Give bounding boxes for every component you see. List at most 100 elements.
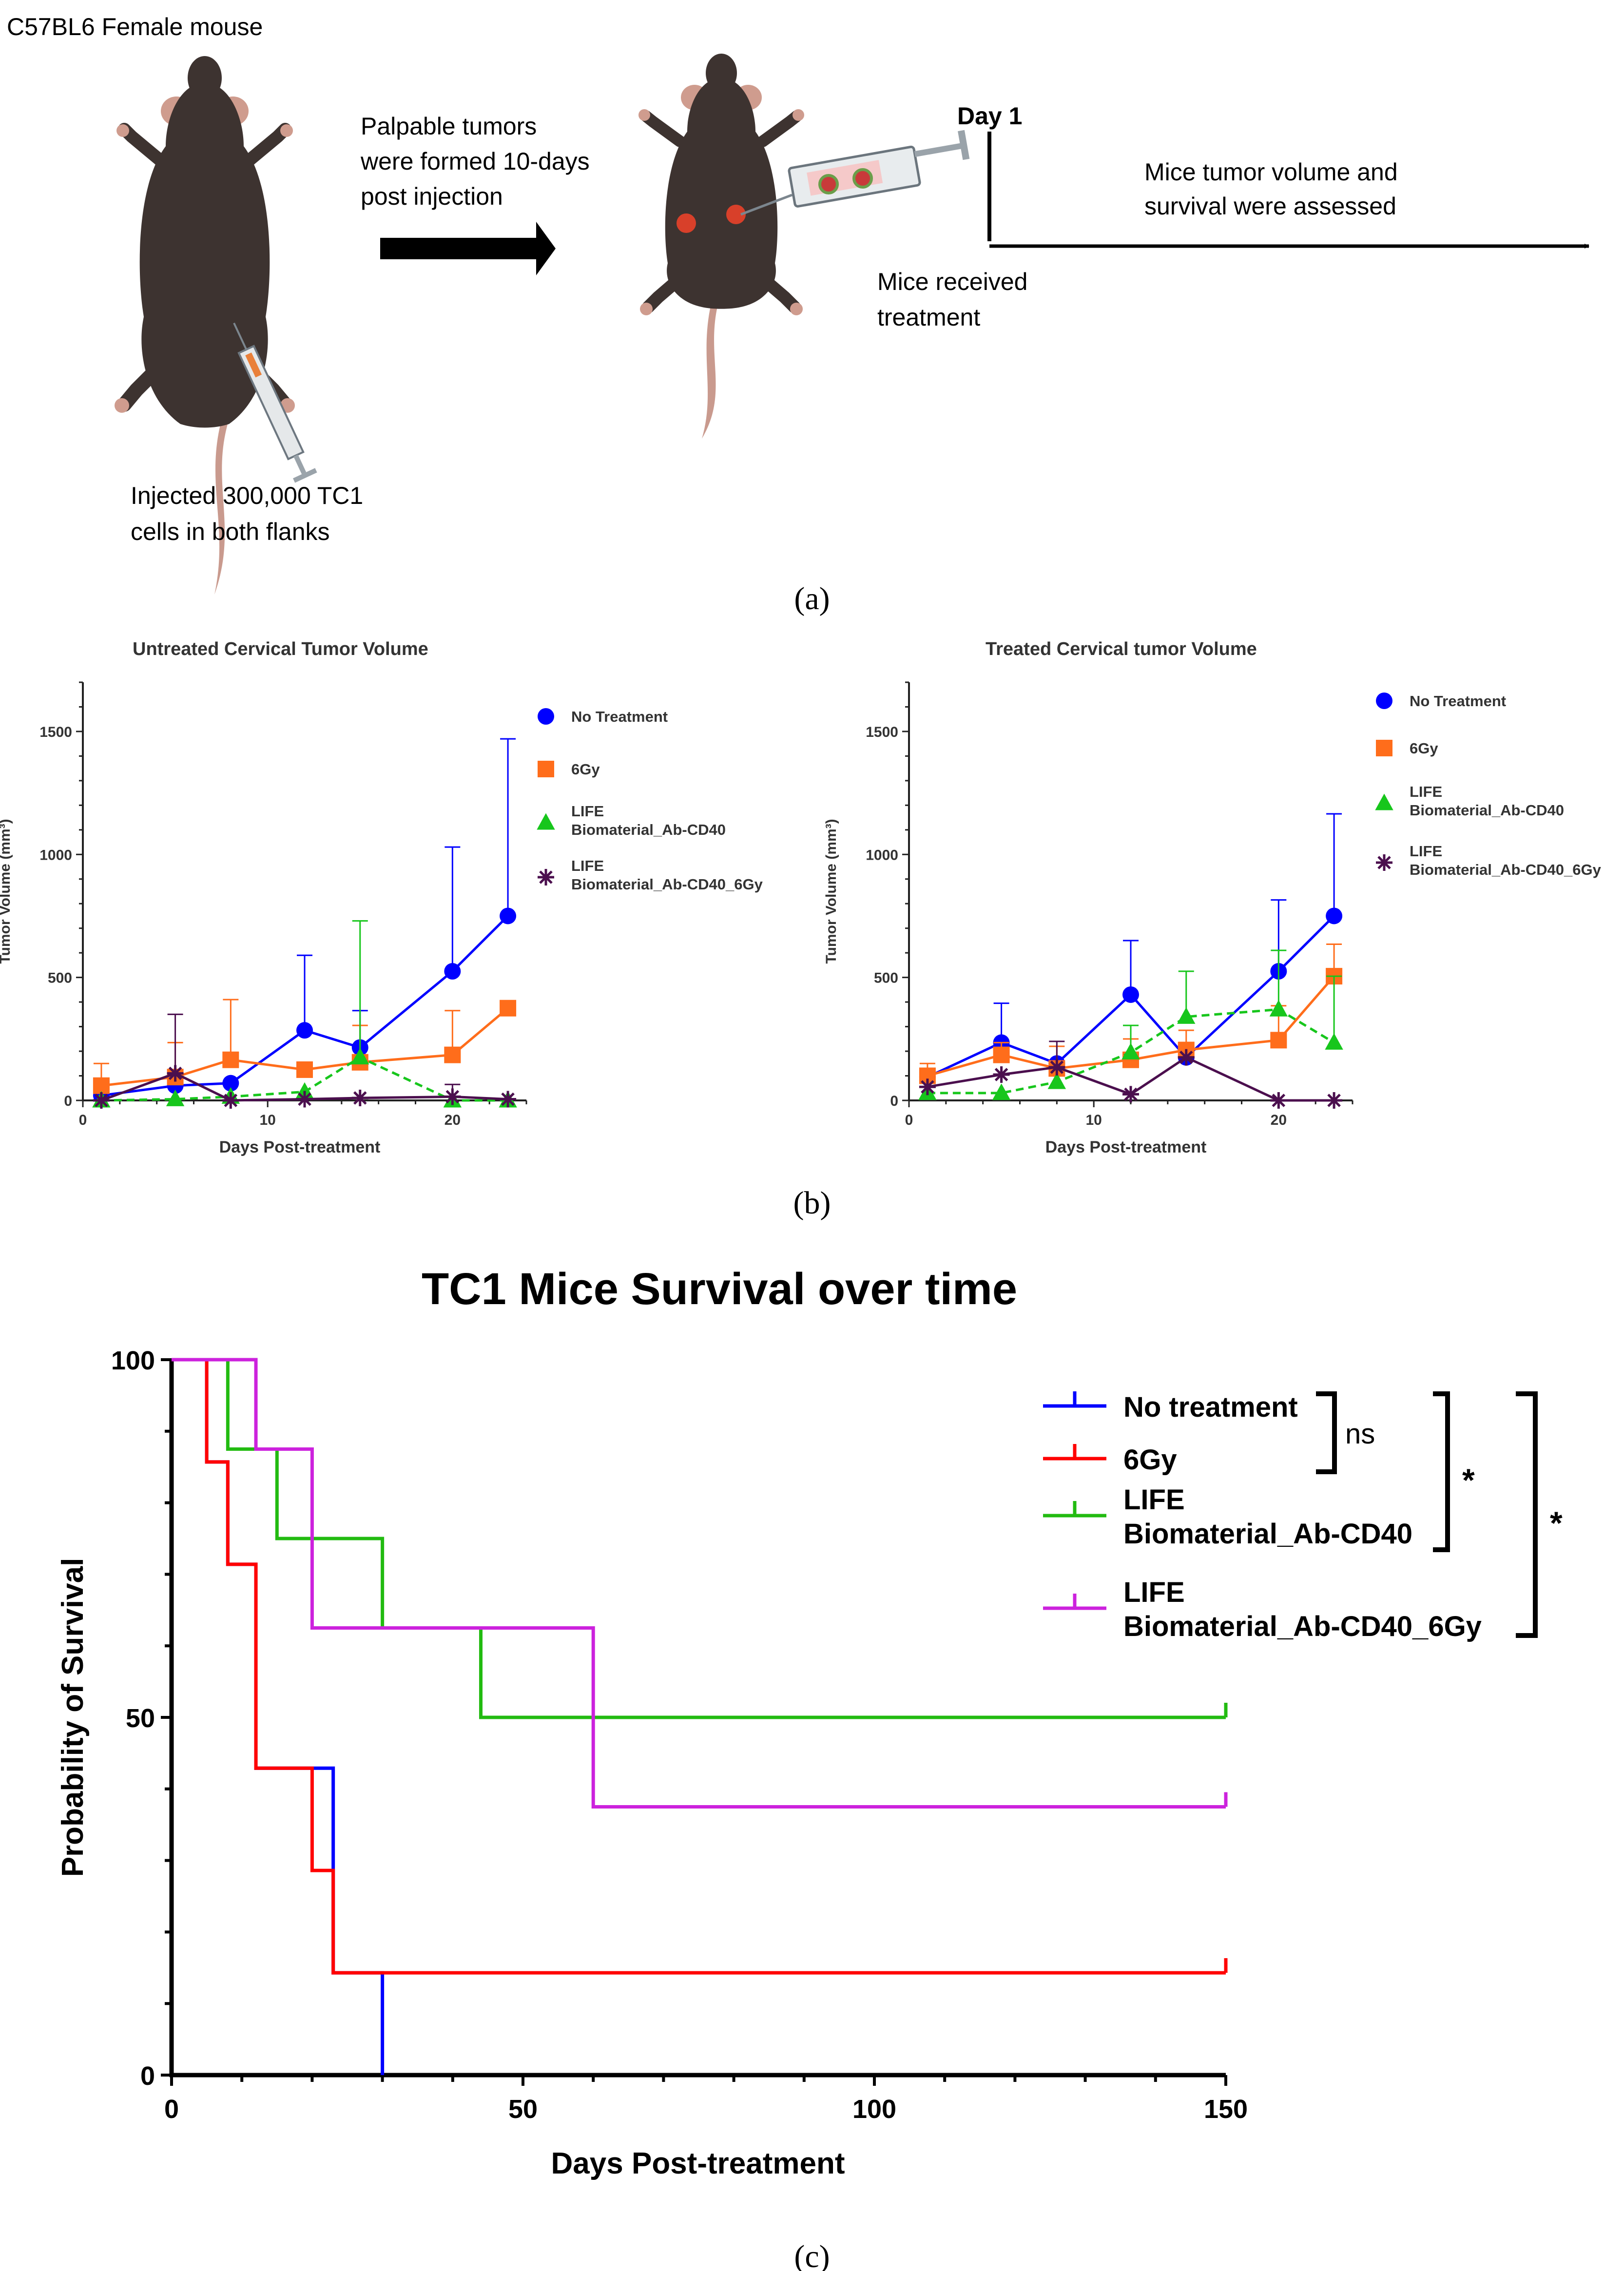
data-point xyxy=(296,1022,313,1039)
legend-label: 6Gy xyxy=(1410,740,1438,757)
legend-6gy: 6Gy xyxy=(1376,740,1438,757)
data-point xyxy=(500,907,517,924)
significance-label: * xyxy=(1550,1505,1563,1541)
y-axis-label: Tumor Volume (mm³) xyxy=(0,819,13,963)
mouse-strain-label: C57BL6 Female mouse xyxy=(7,13,263,40)
bracket xyxy=(1316,1391,1337,1474)
y-tick-label: 50 xyxy=(126,1704,155,1733)
x-axis-label: Days Post-treatment xyxy=(551,2147,845,2180)
data-point xyxy=(167,1065,184,1082)
data-point xyxy=(1177,1007,1196,1024)
legend-marker xyxy=(537,813,555,830)
x-tick-label: 20 xyxy=(1271,1112,1287,1128)
significance-label: ns xyxy=(1345,1418,1375,1450)
legend-label: No treatment xyxy=(1123,1391,1298,1423)
legend-marker xyxy=(1375,793,1393,810)
legend-6gy: 6Gy xyxy=(538,761,600,778)
legend-label: No Treatment xyxy=(571,708,668,725)
significance-star-2: * xyxy=(1516,1391,1563,1638)
data-point xyxy=(444,1088,461,1105)
progression-arrow-icon xyxy=(380,222,556,275)
survival-step-line xyxy=(172,1358,1226,1719)
legend-label: LIFE xyxy=(571,803,604,820)
legend-no-treatment: No Treatment xyxy=(1376,693,1506,710)
left-tumor-icon xyxy=(677,213,696,233)
data-point xyxy=(1270,1032,1287,1049)
data-point xyxy=(351,1048,369,1065)
panel-a-caption: (a) xyxy=(794,581,830,616)
data-point xyxy=(296,1091,313,1108)
panel-b-caption: (b) xyxy=(793,1185,831,1221)
chart-title: Untreated Cervical Tumor Volume xyxy=(133,639,428,659)
data-point xyxy=(1270,1092,1287,1109)
data-point xyxy=(993,1046,1010,1063)
treatment-note-line-2: treatment xyxy=(877,304,980,331)
series-life-biomaterial-ab-cd40-6gy xyxy=(172,1358,1228,1809)
injection-note-line-1: Injected 300,000 TC1 xyxy=(131,482,363,509)
y-tick-label: 0 xyxy=(140,2061,155,2091)
syringe-treatment-icon xyxy=(740,130,970,216)
y-tick-label: 500 xyxy=(874,970,898,986)
data-point xyxy=(1122,1086,1139,1103)
data-point xyxy=(1326,1092,1343,1109)
legend-life-biomaterial-ab-cd40-6gy: LIFE Biomaterial_Ab-CD40_6Gy xyxy=(538,857,763,893)
tumor-caption-line-1: Palpable tumors xyxy=(361,113,537,140)
legend-label: Biomaterial_Ab-CD40 xyxy=(1410,802,1564,819)
legend-no-treatment: No treatment xyxy=(1043,1391,1298,1423)
series-6gy xyxy=(172,1358,1228,1975)
survival-chart: TC1 Mice Survival over time 0 50 100 0 50 100 1… xyxy=(56,1264,1563,2180)
legend-label: Biomaterial_Ab-CD40 xyxy=(571,821,726,838)
bracket xyxy=(1433,1391,1450,1552)
panel-a: C57BL6 Female mouse Injected 300,000 TC1 xyxy=(7,13,1589,616)
legend-marker xyxy=(1376,854,1392,871)
legend-label: 6Gy xyxy=(1123,1444,1177,1476)
y-tick-label: 500 xyxy=(48,970,72,986)
legend-label: Biomaterial_Ab-CD40_6Gy xyxy=(1123,1611,1482,1642)
legend-label: Biomaterial_Ab-CD40 xyxy=(1123,1518,1412,1550)
bracket xyxy=(1516,1391,1538,1638)
assessment-line-2: survival were assessed xyxy=(1144,192,1396,220)
data-point xyxy=(444,963,461,980)
data-point xyxy=(992,1083,1011,1100)
data-point xyxy=(296,1061,313,1078)
legend-label: No Treatment xyxy=(1410,693,1506,710)
significance-star-1: * xyxy=(1433,1391,1475,1552)
legend-life-biomaterial-ab-cd40: LIFE Biomaterial_Ab-CD40 xyxy=(1375,783,1564,819)
data-point xyxy=(993,1066,1010,1083)
data-point xyxy=(1325,1033,1343,1050)
series-life-biomaterial-ab-cd40 xyxy=(918,949,1343,1100)
mouse-tumors-icon xyxy=(638,54,804,439)
legend-label: 6Gy xyxy=(571,761,600,778)
legend-label: LIFE xyxy=(1123,1577,1185,1608)
legend-label: Biomaterial_Ab-CD40_6Gy xyxy=(571,876,763,893)
day-1-label: Day 1 xyxy=(957,102,1022,130)
data-point xyxy=(1048,1059,1065,1076)
y-axis-label: Probability of Survival xyxy=(56,1558,90,1877)
data-point xyxy=(1178,1049,1195,1066)
data-point xyxy=(1326,907,1343,924)
data-point xyxy=(500,1091,517,1108)
legend-no-treatment: No Treatment xyxy=(538,708,668,725)
y-tick-label: 1000 xyxy=(39,847,72,863)
data-point xyxy=(500,1000,517,1017)
y-tick-label: 100 xyxy=(111,1346,155,1375)
untreated-tumor-volume-chart: Untreated Cervical Tumor Volume 0 500 1000 1… xyxy=(0,639,763,1156)
x-tick-label: 50 xyxy=(508,2095,538,2124)
tumor-caption-line-3: post injection xyxy=(361,183,503,210)
legend-label: LIFE xyxy=(1410,783,1442,800)
y-tick-label: 0 xyxy=(64,1093,72,1109)
legend-label: LIFE xyxy=(571,857,604,874)
assessment-line-1: Mice tumor volume and xyxy=(1144,158,1398,186)
series-life-biomaterial-ab-cd40 xyxy=(172,1358,1228,1719)
data-point xyxy=(919,1078,936,1096)
data-point xyxy=(1047,1072,1066,1089)
survival-step-line xyxy=(172,1358,1226,1809)
chart-title: TC1 Mice Survival over time xyxy=(422,1264,1017,1314)
syringe-injection-icon xyxy=(233,322,317,483)
data-point xyxy=(166,1089,185,1106)
legend-marker xyxy=(1376,740,1392,756)
